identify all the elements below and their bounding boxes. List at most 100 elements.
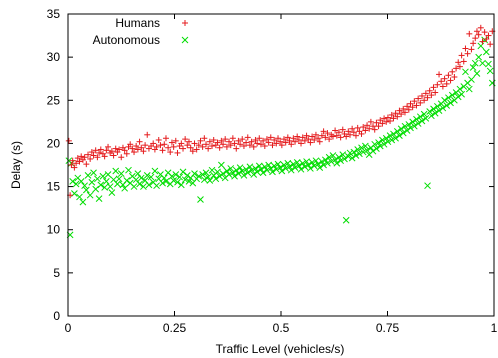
y-tick-label: 0 — [53, 309, 60, 323]
data-point-humans — [140, 148, 147, 155]
legend-label-humans: Humans — [115, 16, 160, 30]
data-point-autonomous — [259, 169, 267, 177]
data-point-autonomous — [286, 163, 293, 171]
data-point-autonomous — [430, 105, 437, 113]
data-point-humans — [311, 136, 318, 143]
y-tick-label: 30 — [47, 50, 61, 64]
data-point-humans — [85, 151, 92, 158]
data-point-autonomous — [104, 171, 112, 178]
data-point-autonomous — [475, 53, 483, 61]
data-point-humans — [456, 63, 463, 70]
data-point-humans — [364, 122, 371, 129]
data-point-humans — [74, 155, 81, 162]
data-point-humans — [358, 130, 365, 137]
data-point-humans — [222, 136, 229, 143]
data-point-autonomous — [422, 115, 430, 122]
data-point-autonomous — [482, 48, 490, 56]
data-point-autonomous — [219, 170, 227, 177]
data-point-humans — [485, 32, 492, 39]
data-point-humans — [438, 78, 445, 85]
data-point-autonomous — [231, 172, 238, 180]
data-point-humans — [316, 138, 323, 145]
data-point-humans — [390, 115, 397, 122]
data-point-autonomous — [428, 112, 435, 120]
data-point-humans — [307, 139, 314, 146]
data-point-autonomous — [130, 183, 138, 190]
data-point-autonomous — [214, 168, 221, 176]
y-tick-label: 25 — [47, 93, 61, 107]
data-point-humans — [383, 118, 390, 125]
y-axis-label: Delay (s) — [9, 141, 23, 189]
data-point-humans — [206, 138, 213, 145]
data-point-autonomous — [375, 139, 382, 146]
data-point-autonomous — [287, 166, 295, 174]
data-point-humans — [428, 92, 435, 99]
data-point-humans — [483, 36, 490, 43]
data-point-autonomous — [380, 140, 388, 148]
data-point-autonomous — [99, 172, 107, 180]
data-point-autonomous — [413, 115, 420, 123]
data-point-autonomous — [396, 132, 403, 140]
data-point-humans — [235, 137, 242, 144]
data-point-autonomous — [216, 172, 224, 180]
data-point-humans — [69, 157, 76, 164]
data-point-autonomous — [272, 165, 280, 173]
data-point-autonomous — [371, 140, 379, 148]
data-point-humans — [214, 139, 221, 146]
data-point-autonomous — [304, 161, 312, 169]
data-point-humans — [280, 136, 287, 143]
data-point-autonomous — [232, 166, 240, 174]
data-point-humans — [434, 81, 441, 88]
data-point-autonomous — [140, 183, 147, 190]
data-point-humans — [381, 115, 388, 122]
data-point-humans — [252, 136, 259, 143]
data-point-autonomous — [468, 76, 475, 83]
data-point-autonomous — [307, 165, 314, 172]
data-point-autonomous — [462, 68, 469, 76]
data-point-humans — [284, 134, 291, 141]
data-point-autonomous — [418, 117, 426, 125]
data-point-humans — [103, 147, 110, 154]
data-point-humans — [233, 145, 240, 152]
data-point-autonomous — [410, 122, 418, 130]
data-point-humans — [299, 134, 306, 141]
data-point-humans — [184, 142, 191, 149]
data-point-autonomous — [191, 170, 198, 177]
data-point-humans — [392, 110, 399, 117]
data-point-humans — [286, 137, 293, 144]
data-point-autonomous — [114, 180, 121, 188]
data-point-autonomous — [179, 168, 187, 176]
data-point-humans — [458, 52, 465, 59]
data-point-humans — [265, 139, 272, 146]
data-point-autonomous — [77, 178, 85, 185]
data-point-humans — [263, 136, 270, 143]
data-point-autonomous — [177, 181, 185, 189]
data-point-humans — [195, 142, 202, 149]
data-point-humans — [185, 138, 192, 145]
data-point-autonomous — [454, 93, 462, 101]
y-tick-label: 15 — [47, 180, 61, 194]
data-point-humans — [430, 84, 437, 91]
data-point-autonomous — [123, 177, 131, 184]
data-point-autonomous — [479, 59, 486, 67]
data-point-autonomous — [82, 186, 90, 194]
data-point-humans — [371, 126, 378, 133]
data-point-humans — [305, 136, 312, 143]
data-point-autonomous — [204, 173, 212, 181]
data-point-autonomous — [147, 173, 155, 181]
data-point-humans — [170, 143, 177, 150]
data-point-autonomous — [331, 156, 339, 164]
data-point-autonomous — [384, 138, 392, 146]
data-point-humans — [294, 133, 301, 140]
data-point-humans — [223, 143, 230, 150]
data-point-humans — [315, 135, 322, 142]
y-axis-ticks: 0 5 10 15 20 25 30 35 — [47, 7, 494, 323]
data-point-humans — [94, 154, 101, 161]
data-point-autonomous — [373, 145, 380, 152]
data-point-autonomous — [376, 142, 384, 150]
data-point-autonomous — [361, 142, 369, 150]
data-point-humans — [220, 141, 227, 148]
data-point-autonomous — [225, 171, 233, 178]
data-point-humans — [424, 94, 431, 101]
data-point-humans — [178, 140, 185, 147]
